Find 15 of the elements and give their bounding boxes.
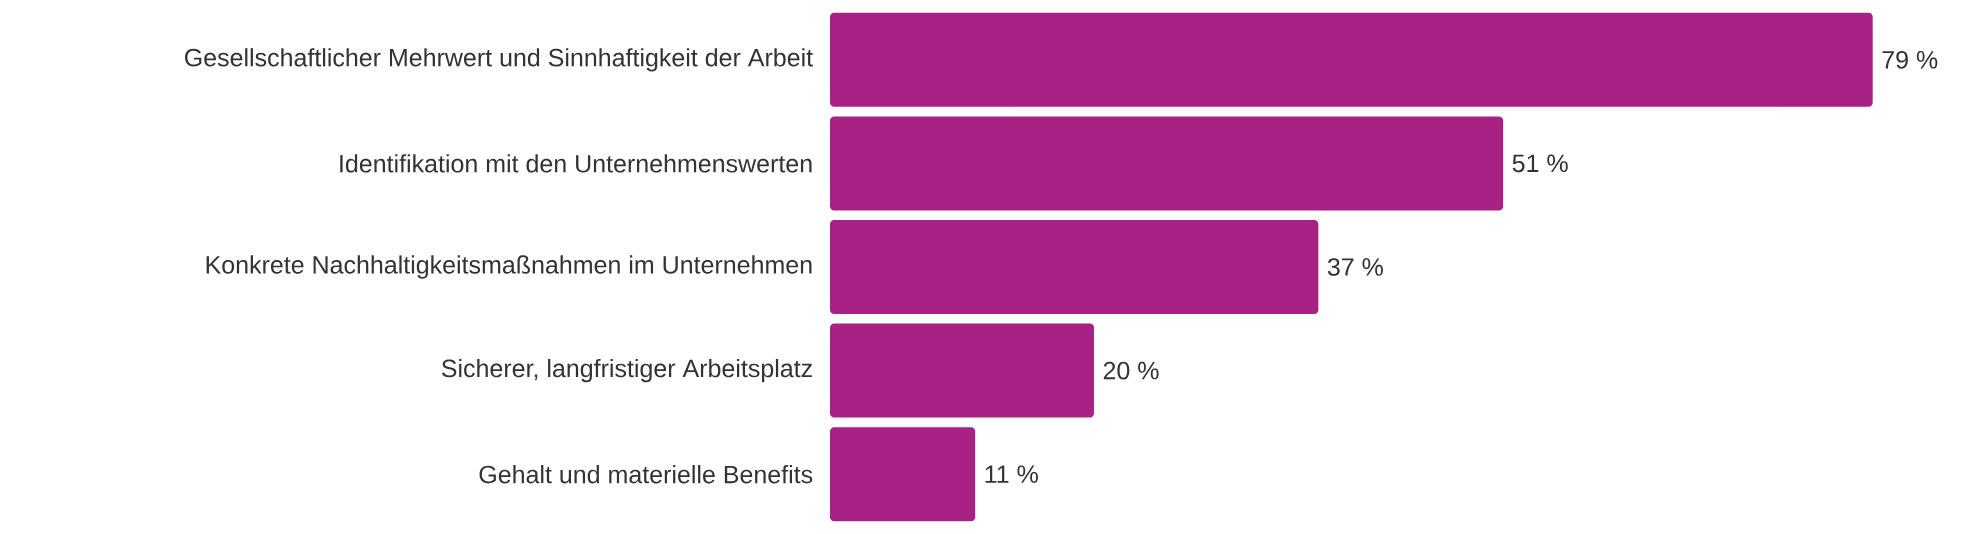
bar: [830, 12, 1873, 107]
data-label: 20 %: [1103, 361, 1159, 380]
data-label: 51 %: [1512, 154, 1568, 173]
y-tick-label: Konkrete Nachhaltigkeitsmaßnahmen im Unternehmen: [206, 255, 812, 279]
y-tick-label: Gehalt und materielle Benefits: [479, 465, 813, 484]
bar: [830, 427, 976, 522]
y-tick-label: Identifikation mit den Unternehmenswerten: [340, 154, 812, 173]
bar: [830, 219, 1319, 314]
y-tick-label: Gesellschaftlicher Mehrwert und Sinnhaftigkeit der Arbeit: [185, 48, 813, 72]
y-tick-label: Sicherer, langfristiger Arbeitsplatz: [441, 358, 812, 383]
bar: [830, 116, 1504, 211]
data-label: 79 %: [1882, 50, 1938, 69]
data-label: 11 %: [985, 465, 1038, 483]
data-label: 37 %: [1327, 258, 1383, 276]
bar: [830, 323, 1094, 418]
